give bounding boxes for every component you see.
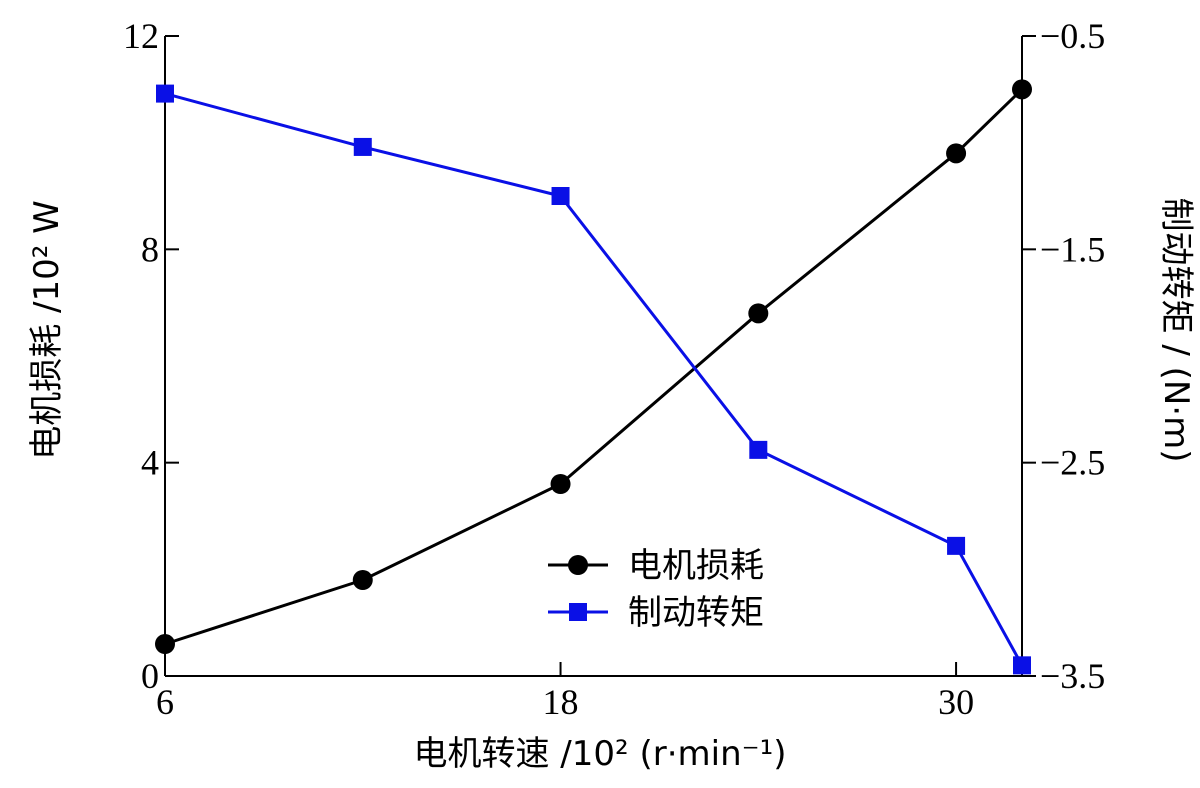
data-point xyxy=(155,634,175,654)
left-tick-label: 0 xyxy=(141,656,159,696)
series-line xyxy=(164,92,1024,667)
x-tick-label: 30 xyxy=(938,682,974,722)
legend-label: 电机损耗 xyxy=(628,546,764,586)
data-point xyxy=(1013,656,1031,675)
data-point xyxy=(749,440,768,459)
legend-item: 制动转矩 xyxy=(548,593,764,633)
right-axis-title: 制动转矩 / (N·m) xyxy=(1156,198,1196,463)
plot-frame xyxy=(164,36,1023,677)
data-point xyxy=(550,474,571,494)
data-point xyxy=(748,303,769,324)
data-point xyxy=(156,84,174,103)
x-tick-label: 6 xyxy=(156,682,174,722)
series-1 xyxy=(155,79,1032,654)
left-tick-label: 4 xyxy=(141,443,159,483)
right-axis: −0.5 −1.5 −2.5 −3.5 xyxy=(1022,16,1105,696)
left-axis-title: 电机损耗 /10² W xyxy=(27,200,67,460)
right-tick-label: −2.5 xyxy=(1040,443,1105,483)
x-axis: 6 18 30 xyxy=(156,662,974,722)
legend-marker xyxy=(569,603,587,621)
right-tick-label: −1.5 xyxy=(1040,229,1105,269)
right-tick-label: −0.5 xyxy=(1040,16,1105,56)
series-2 xyxy=(156,84,1031,675)
data-point xyxy=(551,187,570,205)
left-axis: 0 4 8 12 xyxy=(123,16,179,696)
x-tick-label: 18 xyxy=(543,682,579,722)
left-tick-label: 8 xyxy=(141,229,159,269)
right-tick-label: −3.5 xyxy=(1040,656,1105,696)
data-point xyxy=(947,536,966,555)
series-layer xyxy=(155,79,1032,675)
series-line xyxy=(164,88,1024,646)
data-point xyxy=(353,137,372,156)
legend-label: 制动转矩 xyxy=(628,593,764,633)
data-point xyxy=(352,570,373,590)
x-axis-title: 电机转速 /10² (r·min⁻¹) xyxy=(414,734,787,774)
legend-marker xyxy=(568,555,588,575)
legend-item: 电机损耗 xyxy=(548,546,764,586)
left-tick-label: 12 xyxy=(123,16,159,56)
data-point xyxy=(946,143,967,164)
data-point xyxy=(1012,79,1032,100)
